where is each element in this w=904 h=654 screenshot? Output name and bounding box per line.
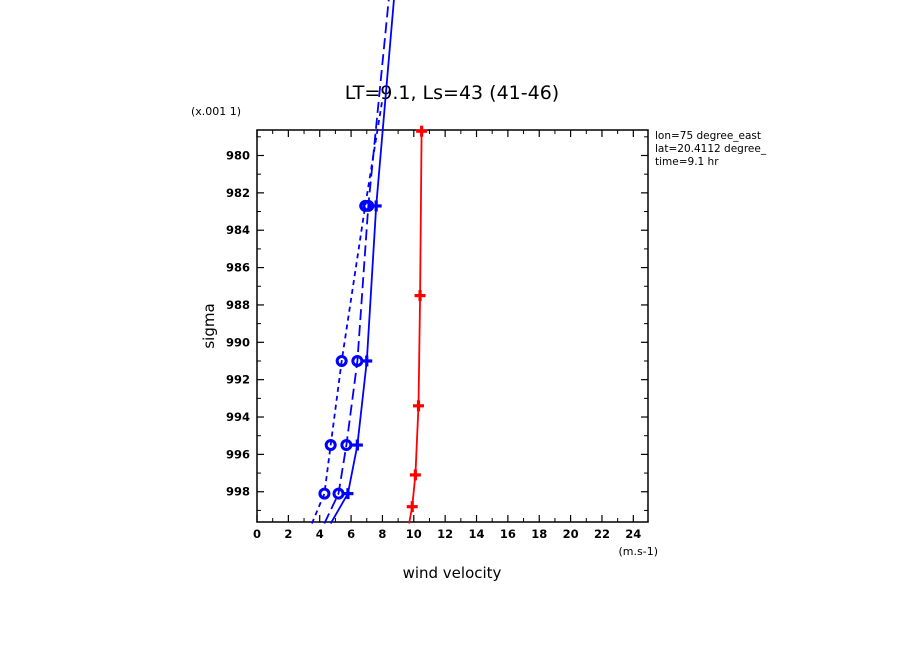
x-unit-label: (m.s-1) [619, 545, 659, 558]
y-tick-label: 994 [226, 410, 250, 424]
annotation-time: time=9.1 hr [655, 156, 719, 168]
data-point [413, 400, 425, 412]
series-line-1 [329, 0, 395, 524]
data-point [324, 439, 337, 452]
y-tick-label: 984 [226, 223, 250, 237]
data-point [409, 469, 421, 481]
data-point [351, 354, 364, 367]
data-point [332, 487, 345, 500]
x-tick-label: 14 [469, 527, 485, 541]
data-point [416, 125, 428, 137]
series-line-4 [408, 131, 423, 524]
data-point [340, 439, 353, 452]
y-tick-label: 982 [226, 186, 250, 200]
x-tick-label: 6 [347, 527, 355, 541]
y-tick-label: 988 [226, 298, 250, 312]
x-tick-label: 24 [625, 527, 641, 541]
data-point [351, 439, 363, 451]
annotation-lon: lon=75 degree_east [655, 130, 761, 142]
x-tick-label: 22 [594, 527, 610, 541]
x-axis-label: wind velocity [403, 564, 502, 582]
data-point [318, 487, 331, 500]
data-point [406, 501, 418, 513]
x-tick-label: 8 [378, 527, 386, 541]
x-tick-label: 12 [437, 527, 453, 541]
x-tick-label: 4 [316, 527, 324, 541]
y-tick-label: 990 [226, 335, 250, 349]
y-tick-label: 986 [226, 261, 250, 275]
y-axis-label: sigma [200, 303, 218, 348]
y-tick-label: 980 [226, 149, 250, 163]
y-scale-label: (x.001 1) [191, 105, 241, 118]
data-point [359, 199, 372, 212]
series-line-3 [311, 99, 384, 524]
data-point [335, 354, 348, 367]
x-tick-label: 2 [284, 527, 292, 541]
x-tick-label: 20 [563, 527, 579, 541]
x-tick-label: 16 [500, 527, 516, 541]
x-tick-label: 10 [406, 527, 422, 541]
plot-frame [256, 129, 649, 523]
x-tick-label: 18 [531, 527, 547, 541]
y-tick-label: 996 [226, 447, 250, 461]
x-tick-label: 0 [253, 527, 261, 541]
data-point [414, 290, 426, 302]
y-tick-label: 998 [226, 485, 250, 499]
chart-title: LT=9.1, Ls=43 (41-46) [345, 82, 559, 104]
y-tick-label: 992 [226, 373, 250, 387]
annotation-lat: lat=20.4112 degree_ [655, 143, 767, 155]
